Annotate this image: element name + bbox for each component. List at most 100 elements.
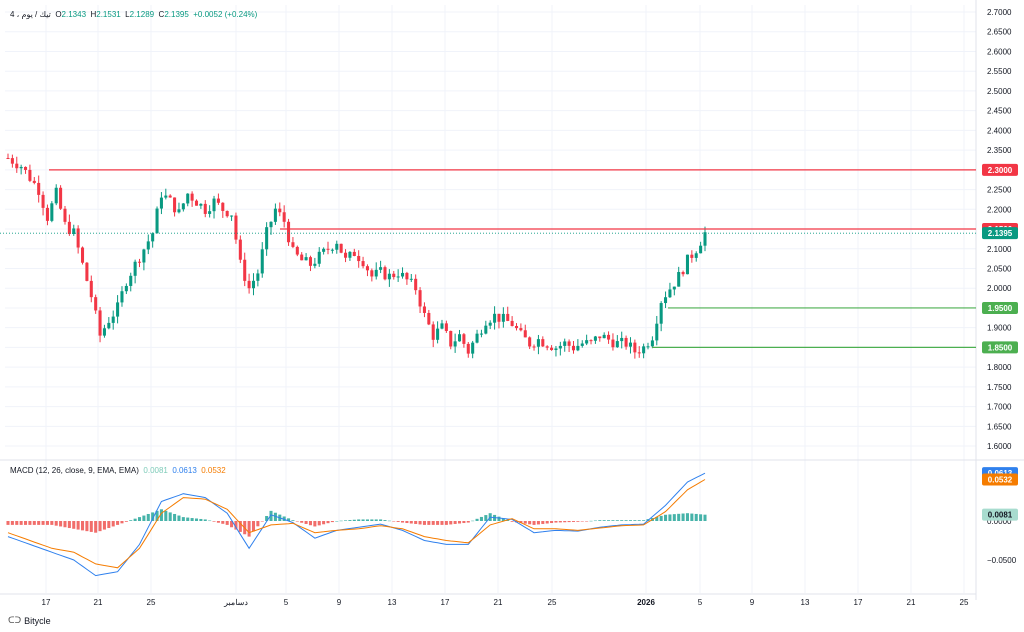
time-tick-label: 21 xyxy=(494,598,503,607)
candle-body xyxy=(401,272,405,277)
macd-histogram-bar xyxy=(655,516,659,521)
macd-histogram-bar xyxy=(102,521,106,530)
candle-body xyxy=(532,346,536,348)
candle-body xyxy=(19,166,23,169)
macd-histogram-bar xyxy=(611,520,615,521)
macd-histogram-bar xyxy=(76,521,80,530)
candle-body xyxy=(260,249,264,274)
time-tick-label: 5 xyxy=(284,598,289,607)
ohlc-legend: 4 ، تيك / يوم O2.1343 H2.1531 L2.1289 C2… xyxy=(10,10,257,19)
candle-body xyxy=(440,323,444,329)
macd-histogram-bar xyxy=(190,518,194,521)
macd-histogram-bar xyxy=(352,519,356,521)
candle-body xyxy=(471,342,475,354)
candle-body xyxy=(278,208,282,213)
macd-histogram-bar xyxy=(273,512,277,521)
candle-body xyxy=(269,221,273,228)
candle-body xyxy=(523,330,527,338)
macd-histogram-bar xyxy=(251,521,256,532)
time-tick-label: 9 xyxy=(337,598,342,607)
candle-body xyxy=(146,241,150,250)
macd-histogram-bar xyxy=(690,513,694,521)
candle-body xyxy=(519,328,523,331)
macd-histogram-bar xyxy=(479,516,483,521)
macd-histogram-bar xyxy=(637,520,641,521)
macd-histogram-bar xyxy=(300,521,304,523)
macd-histogram-bar xyxy=(137,517,142,521)
symbol-label: 4 ، تيك / يوم xyxy=(10,10,51,19)
macd-histogram-bar xyxy=(545,521,549,524)
macd-histogram-bar xyxy=(199,518,203,521)
candle-body xyxy=(116,302,120,317)
close-value: 2.1395 xyxy=(164,10,189,19)
candle-body xyxy=(501,313,505,322)
candle-body xyxy=(212,198,216,212)
candle-body xyxy=(308,257,312,266)
price-tick-label: 1.7000 xyxy=(987,403,1012,412)
candle-body xyxy=(348,251,352,258)
time-tick-label: 5 xyxy=(698,598,703,607)
macd-histogram-bar xyxy=(580,521,584,522)
macd-histogram-bar xyxy=(571,521,576,522)
candle-body xyxy=(602,334,606,339)
candle-body xyxy=(655,323,659,341)
macd-histogram-bar xyxy=(98,521,102,532)
macd-histogram-bar xyxy=(282,516,286,521)
candle-body xyxy=(98,310,102,336)
candle-body xyxy=(514,325,519,329)
macd-histogram-bar xyxy=(523,521,527,524)
macd-histogram-bar xyxy=(699,514,703,521)
macd-histogram-bar xyxy=(457,521,462,524)
macd-legend: MACD (12, 26, close, 9, EMA, EMA) 0.0081… xyxy=(10,466,226,475)
candle-body xyxy=(190,193,194,201)
macd-histogram-bar xyxy=(466,521,470,523)
macd-histogram-bar xyxy=(444,521,448,525)
price-tick-label: 2.6000 xyxy=(987,47,1012,56)
macd-histogram-bar xyxy=(664,514,668,521)
macd-histogram-bar xyxy=(168,512,172,521)
macd-histogram-bar xyxy=(234,521,238,530)
macd-histogram-bar xyxy=(230,521,234,528)
time-tick-label: 17 xyxy=(854,598,863,607)
candle-body xyxy=(111,316,115,323)
macd-hist-badge xyxy=(982,508,1018,521)
macd-histogram-bar xyxy=(221,521,225,524)
macd-tick-label: 0.0000 xyxy=(987,517,1012,526)
macd-histogram-bar xyxy=(585,521,589,522)
macd-histogram-bar xyxy=(615,520,619,521)
time-tick-label: 25 xyxy=(960,598,969,607)
macd-histogram-bar xyxy=(703,514,707,521)
candle-body xyxy=(571,345,576,351)
candle-body xyxy=(186,193,190,204)
support-level-badge xyxy=(982,301,1018,314)
macd-histogram-bar xyxy=(589,520,593,522)
macd-histogram-bar xyxy=(409,521,413,524)
macd-histogram-bar xyxy=(536,521,540,525)
macd-histogram-bar xyxy=(598,520,602,521)
candle-body xyxy=(352,251,356,256)
time-tick-label: دسامبر xyxy=(223,598,248,607)
candle-body xyxy=(72,228,76,235)
macd-histogram-bar xyxy=(225,521,229,525)
candle-body xyxy=(54,187,58,204)
macd-histogram-bar xyxy=(475,518,479,521)
candle-body xyxy=(199,203,203,206)
time-tick-label: 9 xyxy=(750,598,755,607)
macd-histogram-bar xyxy=(45,521,49,525)
macd-histogram-bar xyxy=(317,521,321,526)
macd-histogram-bar xyxy=(519,521,523,524)
candle-body xyxy=(6,158,10,160)
candle-body xyxy=(28,169,32,181)
macd-histogram-bar xyxy=(510,521,514,522)
macd-histogram-bar xyxy=(89,521,93,532)
candle-body xyxy=(151,233,155,242)
candle-body xyxy=(488,322,492,326)
macd-histogram-bar xyxy=(694,513,698,521)
candle-body xyxy=(681,272,685,275)
candle-body xyxy=(628,342,633,347)
price-tick-label: 2.2500 xyxy=(987,186,1012,195)
macd-histogram-bar xyxy=(59,521,63,527)
macd-histogram-bar xyxy=(471,520,475,522)
candle-body xyxy=(637,352,641,354)
